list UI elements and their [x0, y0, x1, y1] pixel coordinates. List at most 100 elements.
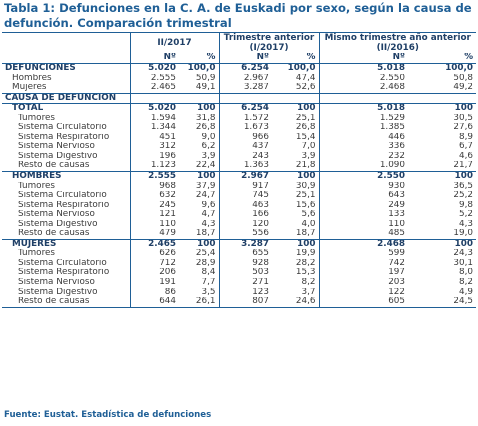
cell-percent: 49,2: [453, 83, 474, 93]
row-label: Hombres: [12, 73, 52, 83]
cell-percent: 21,8: [295, 161, 316, 171]
cell-percent: 25,1: [295, 191, 316, 201]
cell-percent: 27,6: [453, 123, 474, 133]
cell-count: 446: [318, 132, 408, 143]
cell-count: 928: [218, 258, 272, 269]
cell-count: 930: [318, 181, 408, 192]
col-sub-5: Nº: [318, 53, 408, 64]
cell-percent: 8,4: [201, 268, 216, 278]
cell-count: 632: [129, 191, 179, 201]
cell-percent: 7,0: [301, 142, 316, 152]
cell-count: 2.550: [318, 73, 408, 84]
cell-percent: [179, 92, 219, 104]
cell-percent: 25,1: [295, 113, 316, 123]
cell-count: 1.673: [218, 123, 272, 133]
cell-count: 3.287: [218, 238, 272, 250]
cell-percent: 100: [272, 103, 319, 114]
row-label: Sistema Nervioso: [18, 210, 95, 220]
cell-percent: [408, 92, 477, 104]
cell-count: 807: [218, 297, 272, 308]
cell-percent: 24,7: [195, 191, 216, 201]
row-label: Sistema Respiratorio: [18, 200, 110, 210]
table-row: Tumores 626 25,4 655 19,9 599 24,3: [2, 249, 476, 259]
cell-percent: 18,7: [195, 229, 216, 239]
cell-percent: 5,2: [459, 210, 474, 220]
cell-percent: 100: [408, 171, 477, 182]
col-sub-1: Nº: [129, 53, 179, 64]
col-group-year-ago-label: Mismo trimestre año anterior (II/2016): [324, 33, 471, 53]
row-label: Tumores: [18, 181, 55, 191]
mortality-table: II/2017 Trimestre anterior (I/2017) Mism…: [2, 32, 477, 308]
cell-count: 745: [218, 191, 272, 201]
header-corner: [2, 32, 130, 53]
cell-percent: 8,9: [459, 132, 474, 142]
cell-count: 917: [218, 181, 272, 192]
cell-percent: 100,0: [187, 63, 216, 73]
cell-percent: 100: [179, 171, 219, 182]
col-sub-3: Nº: [218, 53, 272, 64]
cell-count: 121: [129, 210, 179, 220]
col-group-previous-label: Trimestre anterior (I/2017): [223, 33, 315, 53]
cell-count: 312: [129, 142, 179, 152]
table-row: Sistema Circulatorio 712 28,9 928 28,2 742 30,…: [2, 258, 476, 269]
cell-count: 437: [218, 142, 272, 152]
table-row: DEFUNCIONES 5.020 100,0 6.254 100,0 5.018 100,…: [2, 63, 476, 74]
cell-percent: 26,8: [295, 123, 316, 133]
cell-percent: 25,4: [195, 249, 216, 259]
cell-count: 3.287: [218, 83, 272, 94]
table-row: TOTAL 5.020 100 6.254 100 5.018 100: [2, 103, 477, 114]
cell-count: 742: [318, 258, 408, 269]
cell-count: 485: [318, 229, 408, 240]
table-row: Sistema Respiratorio 245 9,6 463 15,6 249 9,8: [2, 200, 476, 211]
cell-count: 206: [129, 268, 179, 279]
table-row: Sistema Digestivo 196 3,9 243 3,9 232 4,6: [2, 151, 476, 162]
table-row: Tumores 968 37,9 917 30,9 930 36,5: [2, 181, 476, 192]
cell-count: 191: [129, 278, 179, 288]
cell-count: 197: [318, 268, 408, 279]
cell-count: 232: [318, 151, 408, 162]
row-label: Sistema Circulatorio: [18, 191, 107, 201]
cell-count: 6.254: [218, 103, 272, 114]
cell-count: 249: [318, 200, 408, 211]
cell-percent: 3,9: [301, 151, 316, 161]
cell-percent: 21,7: [453, 161, 474, 171]
cell-count: 503: [218, 268, 272, 279]
cell-percent: 100: [272, 238, 319, 250]
col-sub-2: %: [179, 53, 219, 64]
table-row: Sistema Nervioso 312 6,2 437 7,0 336 6,7: [2, 142, 476, 152]
table-row: CAUSA DE DEFUNCIÓN: [2, 92, 477, 104]
cell-percent: 26,1: [179, 297, 219, 308]
cell-count: 479: [129, 229, 179, 240]
cell-percent: 47,4: [295, 73, 316, 83]
row-label: Tumores: [18, 249, 55, 259]
cell-percent: 100: [408, 103, 477, 114]
cell-percent: 6,7: [459, 142, 474, 152]
row-label: HOMBRES: [2, 171, 130, 182]
cell-percent: 19,9: [295, 249, 316, 259]
table-row: Sistema Respiratorio 451 9,0 966 15,4 446 8,9: [2, 132, 476, 143]
row-label: CAUSA DE DEFUNCIÓN: [2, 92, 130, 104]
table-row: Tumores 1.594 31,8 1.572 25,1 1.529 30,5: [2, 113, 476, 124]
cell-count: 120: [218, 219, 272, 230]
cell-percent: 24,5: [408, 297, 477, 308]
row-label: Sistema Nervioso: [18, 278, 95, 288]
cell-percent: 37,9: [195, 181, 216, 191]
table-row: Resto de causas 479 18,7 556 18,7 485 19,0: [2, 229, 476, 240]
table-row: HOMBRES 2.555 100 2.967 100 2.550 100: [2, 171, 477, 182]
cell-percent: 52,6: [295, 83, 316, 93]
table-row: Sistema Digestivo 110 4,3 120 4,0 110 4,3: [2, 219, 476, 230]
cell-count: [218, 92, 272, 104]
cell-percent: 24,3: [453, 249, 474, 259]
cell-percent: 100,0: [287, 63, 316, 73]
row-label: Resto de causas: [18, 161, 90, 171]
cell-count: 2.468: [318, 83, 408, 94]
cell-count: [129, 92, 179, 104]
cell-percent: 7,7: [201, 278, 216, 288]
cell-count: 196: [129, 151, 179, 162]
cell-percent: 4,7: [201, 210, 216, 220]
cell-count: 5.018: [318, 103, 408, 114]
cell-percent: 9,0: [201, 132, 216, 142]
cell-count: 2.967: [218, 73, 272, 84]
cell-count: 2.555: [129, 73, 179, 84]
